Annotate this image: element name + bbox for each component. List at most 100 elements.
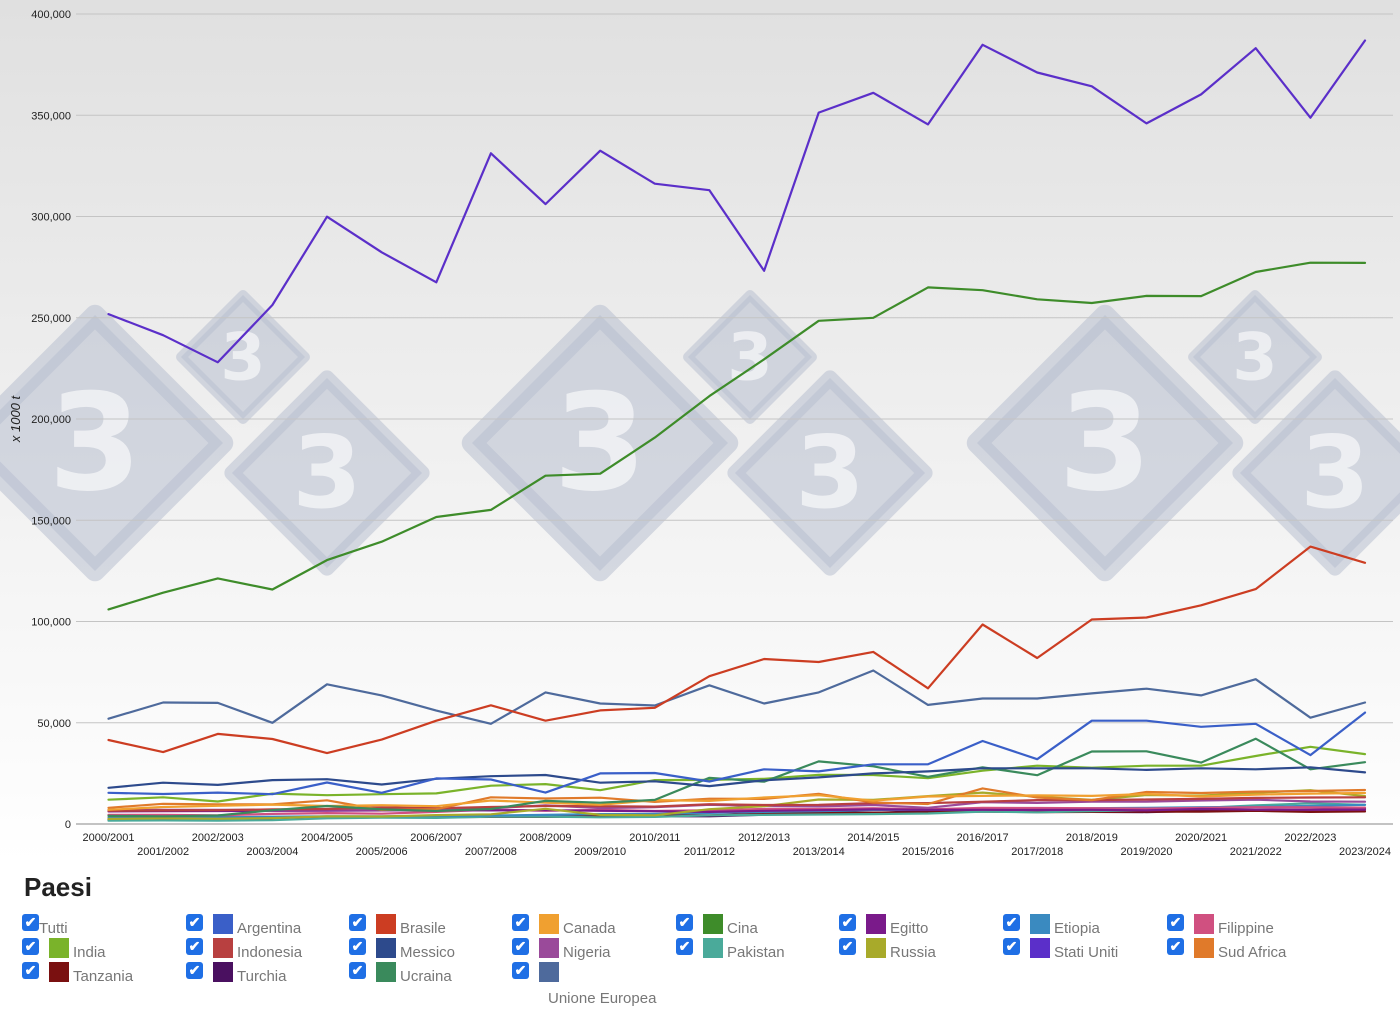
x-axis: 2000/20012001/20022002/20032003/20042004…	[83, 832, 1392, 858]
series-line-messico	[107, 766, 1367, 789]
x-tick-label: 2001/2002	[137, 846, 189, 858]
checkbox-checked-icon[interactable]: ✔	[22, 962, 39, 979]
legend-label: Russia	[890, 944, 936, 961]
checkbox-checked-icon[interactable]: ✔	[512, 962, 529, 979]
watermark-mark: 3	[966, 304, 1244, 582]
legend-item-ucraina[interactable]: ✔ Ucraina	[349, 962, 452, 985]
legend-item-filippine[interactable]: ✔ Filippine	[1167, 914, 1274, 937]
y-tick-label: 50,000	[37, 718, 71, 730]
watermark-diamond	[966, 304, 1244, 582]
checkbox-checked-icon[interactable]: ✔	[1003, 914, 1020, 931]
checkbox-checked-icon[interactable]: ✔	[512, 914, 529, 931]
x-tick-label: 2011/2012	[684, 846, 735, 858]
legend-item-argentina[interactable]: ✔ Argentina	[186, 914, 301, 937]
x-tick-label: 2023/2024	[1339, 846, 1391, 858]
legend-label: India	[73, 944, 106, 961]
legend-label: Egitto	[890, 920, 929, 937]
legend-item-unione-europea[interactable]: ✔	[512, 962, 559, 984]
checkbox-checked-icon[interactable]: ✔	[676, 938, 693, 955]
y-tick-label: 250,000	[31, 313, 71, 325]
legend-label: Sud Africa	[1218, 944, 1287, 961]
legend-item-indonesia[interactable]: ✔ Indonesia	[186, 938, 302, 961]
x-tick-label: 2008/2009	[520, 832, 572, 844]
legend-item-brasile[interactable]: ✔ Brasile	[349, 914, 446, 937]
legend-label: Etiopia	[1054, 920, 1100, 937]
series-line-cina	[107, 261, 1367, 611]
legend-item-russia[interactable]: ✔ Russia	[839, 938, 936, 961]
legend-label: Stati Uniti	[1054, 944, 1119, 961]
legend-label: Canada	[563, 920, 616, 937]
checkbox-checked-icon[interactable]: ✔	[676, 914, 693, 931]
legend-item-tanzania[interactable]: ✔ Tanzania	[22, 962, 133, 985]
legend-label: Messico	[400, 944, 456, 961]
watermark-mark: 3	[1188, 290, 1322, 424]
x-tick-label: 2017/2018	[1011, 846, 1063, 858]
series-lines	[107, 39, 1367, 822]
legend-swatch	[703, 914, 723, 934]
legend-label: Cina	[727, 920, 758, 937]
legend-label: Turchia	[237, 968, 287, 985]
legend-item-india[interactable]: ✔ India	[22, 938, 106, 961]
checkbox-checked-icon[interactable]: ✔	[22, 914, 39, 931]
legend-item-etiopia[interactable]: ✔ Etiopia	[1003, 914, 1100, 937]
line-chart: 333 333 333 0 50,000 100,000 150,000 200,000 25…	[0, 0, 1400, 862]
watermark-glyph: 3	[1058, 365, 1151, 521]
checkbox-checked-icon[interactable]: ✔	[839, 938, 856, 955]
x-tick-label: 2013/2014	[793, 846, 845, 858]
legend-swatch	[49, 962, 69, 982]
series-line-brasile	[107, 545, 1367, 755]
x-tick-label: 2004/2005	[301, 832, 353, 844]
watermark-layer: 333 333 333	[0, 290, 1400, 582]
legend-item-turchia[interactable]: ✔ Turchia	[186, 962, 287, 985]
legend-label: Nigeria	[563, 944, 611, 961]
legend-item-cina[interactable]: ✔ Cina	[676, 914, 758, 937]
watermark-glyph: 3	[553, 365, 646, 521]
legend-swatch	[1194, 914, 1214, 934]
legend-swatch	[213, 914, 233, 934]
y-axis: 0 50,000 100,000 150,000 200,000 250,000 300,0…	[31, 9, 71, 831]
legend-item-canada[interactable]: ✔ Canada	[512, 914, 616, 937]
x-tick-label: 2018/2019	[1066, 832, 1118, 844]
checkbox-checked-icon[interactable]: ✔	[186, 914, 203, 931]
legend-swatch	[1030, 938, 1050, 958]
watermark-diamond	[461, 304, 739, 582]
x-tick-label: 2006/2007	[410, 832, 462, 844]
checkbox-checked-icon[interactable]: ✔	[349, 938, 366, 955]
checkbox-checked-icon[interactable]: ✔	[1003, 938, 1020, 955]
checkbox-checked-icon[interactable]: ✔	[22, 938, 39, 955]
legend-title: Paesi	[24, 872, 92, 902]
x-tick-label: 2005/2006	[356, 846, 408, 858]
checkbox-checked-icon[interactable]: ✔	[839, 914, 856, 931]
y-tick-label: 400,000	[31, 9, 71, 21]
legend-item-tutti[interactable]: ✔ Tutti	[22, 914, 68, 937]
y-axis-label: x 1000 t	[8, 394, 23, 443]
y-tick-label: 350,000	[31, 110, 71, 122]
checkbox-checked-icon[interactable]: ✔	[349, 962, 366, 979]
legend-swatch	[866, 914, 886, 934]
x-tick-label: 2022/2023	[1284, 832, 1336, 844]
legend-item-stati-uniti[interactable]: ✔ Stati Uniti	[1003, 938, 1119, 961]
legend-item-egitto[interactable]: ✔ Egitto	[839, 914, 929, 937]
checkbox-checked-icon[interactable]: ✔	[512, 938, 529, 955]
watermark-glyph: 3	[292, 414, 362, 531]
checkbox-checked-icon[interactable]: ✔	[1167, 938, 1184, 955]
x-tick-label: 2020/2021	[1175, 832, 1227, 844]
x-tick-label: 2003/2004	[246, 846, 298, 858]
checkbox-checked-icon[interactable]: ✔	[186, 938, 203, 955]
series-line-unione-europea	[107, 669, 1367, 725]
x-tick-label: 2014/2015	[847, 832, 899, 844]
x-tick-label: 2012/2013	[738, 832, 790, 844]
series-line-indonesia	[107, 796, 1367, 812]
x-tick-label: 2016/2017	[957, 832, 1009, 844]
y-tick-label: 200,000	[31, 414, 71, 426]
watermark-mark: 3	[0, 304, 234, 582]
checkbox-checked-icon[interactable]: ✔	[349, 914, 366, 931]
checkbox-checked-icon[interactable]: ✔	[186, 962, 203, 979]
legend-item-sud-africa[interactable]: ✔ Sud Africa	[1167, 938, 1287, 961]
legend-item-pakistan[interactable]: ✔ Pakistan	[676, 938, 785, 961]
watermark-glyph: 3	[48, 365, 141, 521]
checkbox-checked-icon[interactable]: ✔	[1167, 914, 1184, 931]
legend-swatch	[539, 914, 559, 934]
legend-item-nigeria[interactable]: ✔ Nigeria	[512, 938, 611, 961]
legend-item-messico[interactable]: ✔ Messico	[349, 938, 456, 961]
